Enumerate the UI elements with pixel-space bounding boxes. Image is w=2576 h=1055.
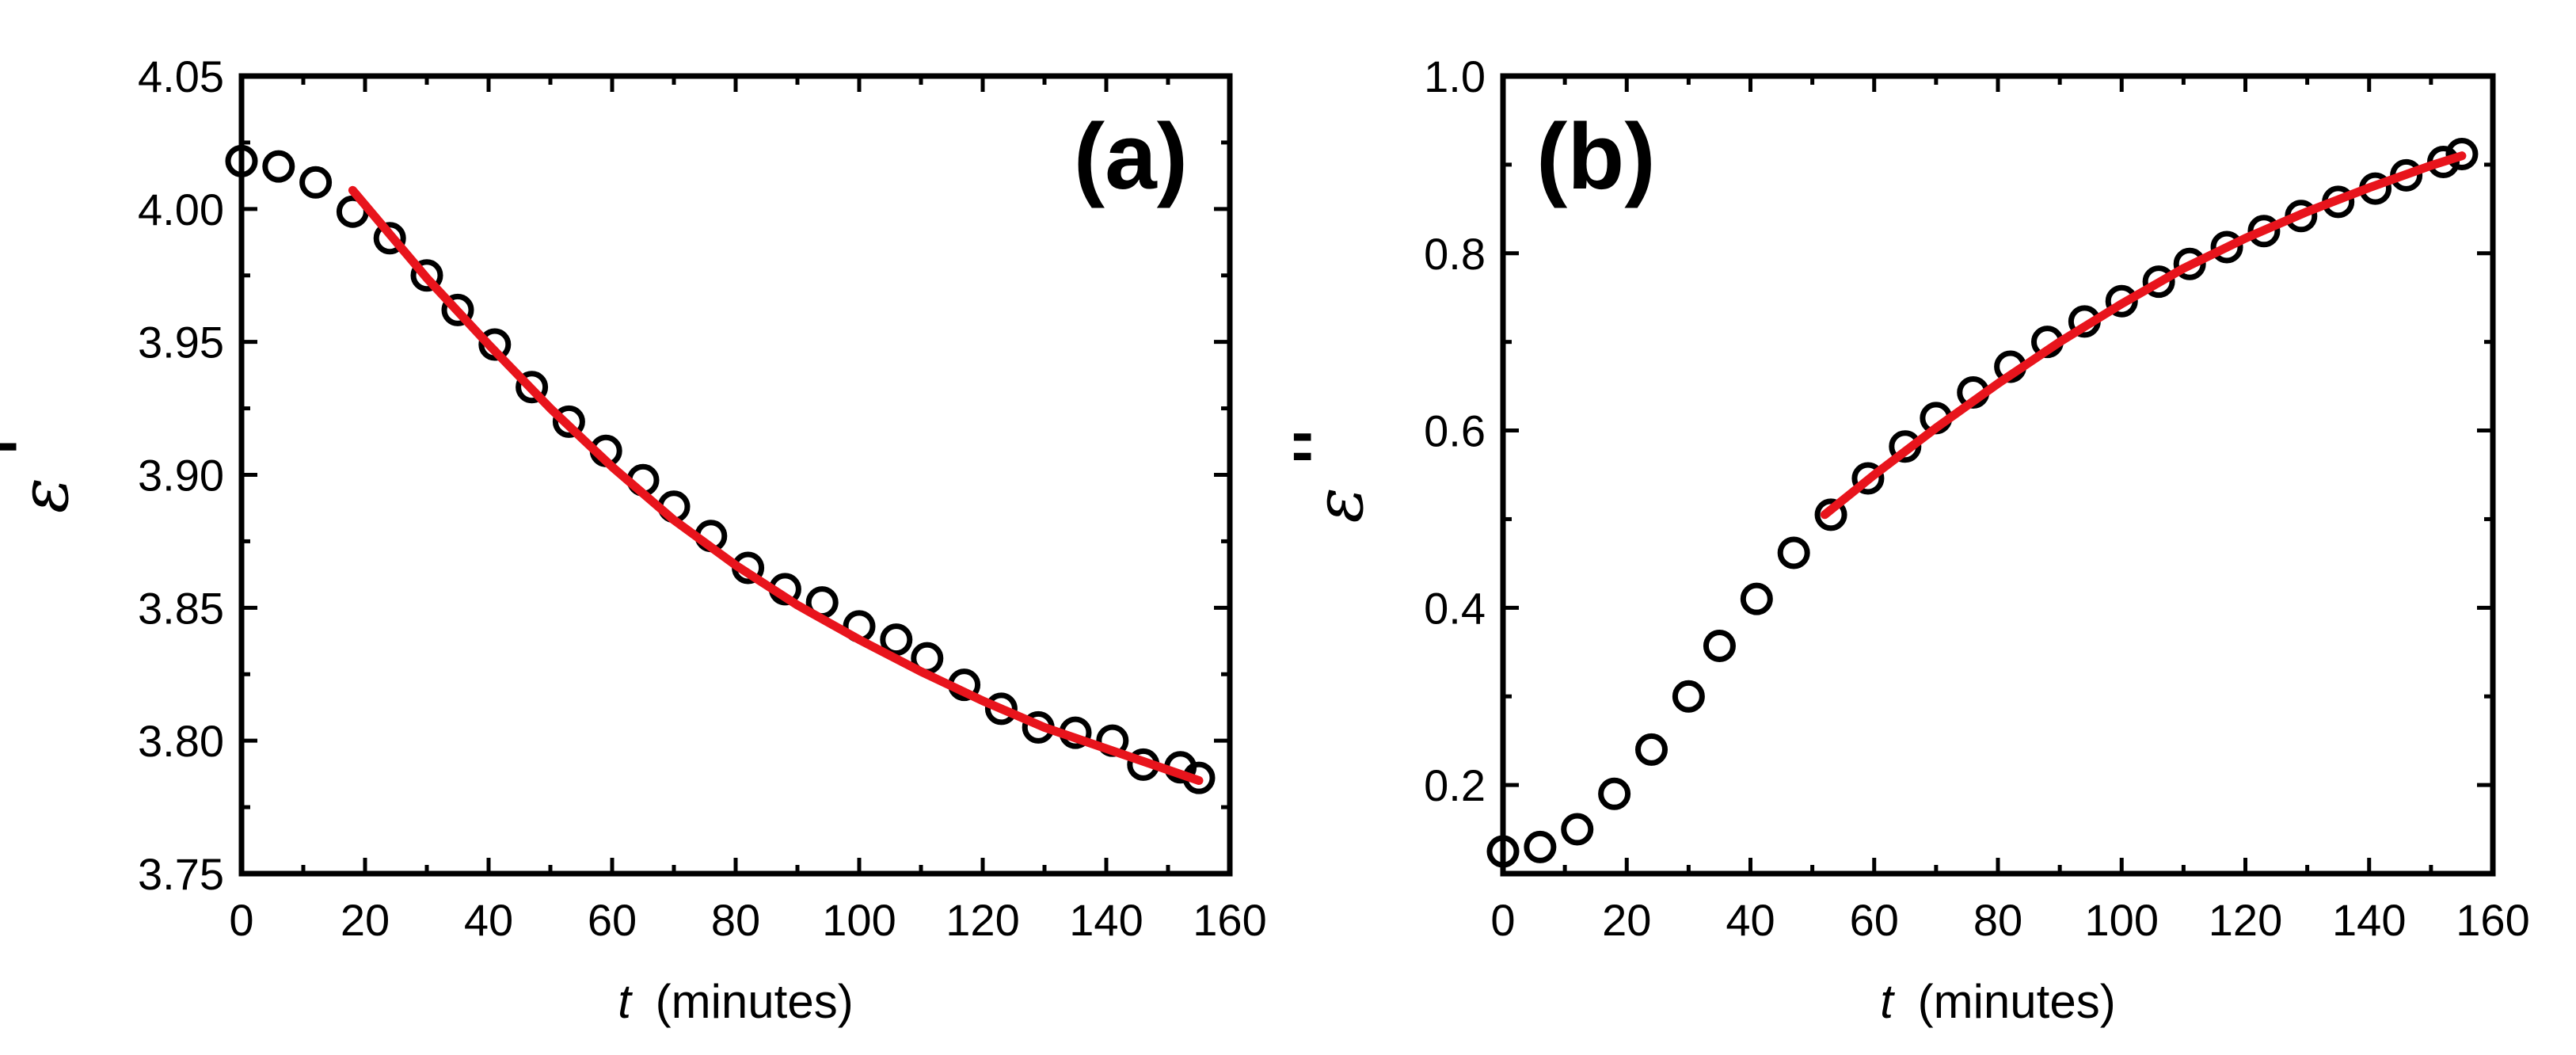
- panel-b-y-tick-label: 1.0: [1424, 51, 1486, 101]
- panel-b-y-tick-label: 0.2: [1424, 760, 1486, 810]
- panel-b-data-point: [2210, 230, 2243, 264]
- panel-b-fit-curve: [1820, 151, 2467, 520]
- panel-b-data-point: [2142, 265, 2175, 299]
- panel-b-y-axis-prime: '': [1280, 428, 1355, 467]
- panel-b-data-point: [1851, 462, 1885, 495]
- panel-b-data-point: [1524, 830, 1557, 863]
- panel-a: 0 20 40 60 80 100 120 140 160 3.75 3.80 3.85 3.90 3.9…: [0, 51, 1267, 1028]
- svg-text:ε ': ε ': [0, 437, 83, 513]
- panel-a-x-tick-label: 100: [822, 895, 896, 945]
- panel-a-x-tick-label: 160: [1193, 895, 1266, 945]
- panel-a-y-tick-label: 3.90: [138, 451, 224, 501]
- panel-b-x-axis-title: t (minutes): [1880, 975, 2115, 1028]
- panel-b-y-tick-label: 0.6: [1424, 406, 1486, 456]
- panel-b-data-point: [1777, 536, 1810, 569]
- panel-a-data-point: [478, 328, 512, 361]
- panel-a-x-axis-var: t: [618, 975, 633, 1028]
- panel-b-x-axis-var: t: [1880, 975, 1895, 1028]
- panel-b-x-tick-label: 100: [2085, 895, 2159, 945]
- panel-b-x-tick-label: 40: [1726, 895, 1775, 945]
- panel-a-y-tick-label: 4.00: [138, 185, 224, 234]
- panel-a-y-tick-label: 3.80: [138, 716, 224, 766]
- panel-b-data-point: [1486, 835, 1520, 868]
- panel-a-y-axis-prime: ': [0, 437, 60, 457]
- panel-b-x-tick-label: 160: [2456, 895, 2529, 945]
- panel-b-data-point: [2445, 137, 2479, 170]
- panel-a-y-axis-symbol: ε: [6, 478, 83, 513]
- panel-a-data-point: [552, 405, 585, 438]
- panel-b-data-point: [1561, 813, 1594, 846]
- panel-b-x-tick-label: 80: [1973, 895, 2022, 945]
- panel-a-data-point: [410, 259, 443, 292]
- panel-a-y-tick-label: 3.85: [138, 583, 224, 633]
- panel-a-x-axis-unit: (minutes): [656, 975, 854, 1028]
- panel-b-data-point: [1814, 498, 1847, 531]
- panel-b-data-point: [2247, 215, 2281, 248]
- panel-a-y-axis-title: ε ': [0, 437, 83, 513]
- panel-a-x-tick-label: 20: [341, 895, 390, 945]
- panel-b-x-tick-label: 0: [1490, 895, 1515, 945]
- panel-a-data-point: [373, 222, 406, 255]
- panel-b-x-axis-unit: (minutes): [1918, 975, 2116, 1028]
- panel-b-label: (b): [1536, 105, 1656, 209]
- panel-b-y-axis-symbol: ε: [1300, 487, 1378, 523]
- panel-a-data-point: [262, 150, 295, 183]
- panel-a-x-tick-label: 40: [464, 895, 513, 945]
- panel-a-marks: [225, 144, 1216, 794]
- panel-b-data-point: [1598, 777, 1631, 810]
- panel-b-data-point: [1703, 629, 1736, 662]
- svg-text:ε '': ε '': [1280, 428, 1378, 524]
- panel-b-x-tick-label: 20: [1602, 895, 1651, 945]
- panel-b-data-point: [1672, 680, 1705, 713]
- panel-a-x-axis-title: t (minutes): [618, 975, 853, 1028]
- panel-b-x-tick-label: 120: [2209, 895, 2282, 945]
- panel-b-x-tick-label: 140: [2332, 895, 2406, 945]
- panel-a-y-tick-label: 3.75: [138, 849, 224, 899]
- panel-a-x-tick-label: 60: [588, 895, 637, 945]
- panel-a-x-tick-label: 120: [946, 895, 1019, 945]
- panel-b-y-tick-label: 0.8: [1424, 229, 1486, 279]
- panel-a-data-point: [516, 371, 549, 404]
- panel-a-x-tick-label: 0: [229, 895, 253, 945]
- panel-b-data-point: [1635, 733, 1668, 766]
- panel-a-ticks: 0 20 40 60 80 100 120 140 160 3.75 3.80 3.85 3.90 3.9…: [138, 51, 1267, 945]
- panel-a-data-point: [984, 692, 1018, 726]
- panel-b-data-point: [1740, 582, 1773, 615]
- panel-b-data-point: [2173, 247, 2206, 280]
- panel-b: 0 20 40 60 80 100 120 140 160 0.2 0.4 0.6 0.8 1.0 (b)…: [1280, 51, 2530, 1028]
- panel-a-data-point: [225, 144, 258, 177]
- panel-b-ticks: 0 20 40 60 80 100 120 140 160 0.2 0.4 0.6 0.8 1.0: [1424, 51, 2530, 945]
- panel-a-fit-curve: [348, 185, 1204, 785]
- panel-a-data-point: [299, 166, 333, 199]
- panel-b-y-axis-title: ε '': [1280, 428, 1378, 524]
- panel-b-marks: [1486, 137, 2479, 868]
- panel-a-label: (a): [1074, 105, 1188, 209]
- panel-b-y-tick-label: 0.4: [1424, 583, 1486, 633]
- panel-a-y-tick-label: 3.95: [138, 318, 224, 368]
- panel-b-x-tick-label: 60: [1850, 895, 1899, 945]
- panel-a-x-tick-label: 80: [711, 895, 760, 945]
- panel-a-y-tick-label: 4.05: [138, 51, 224, 101]
- panel-a-data-point: [880, 623, 913, 657]
- panel-a-x-tick-label: 140: [1069, 895, 1143, 945]
- panel-a-data-point: [441, 293, 474, 326]
